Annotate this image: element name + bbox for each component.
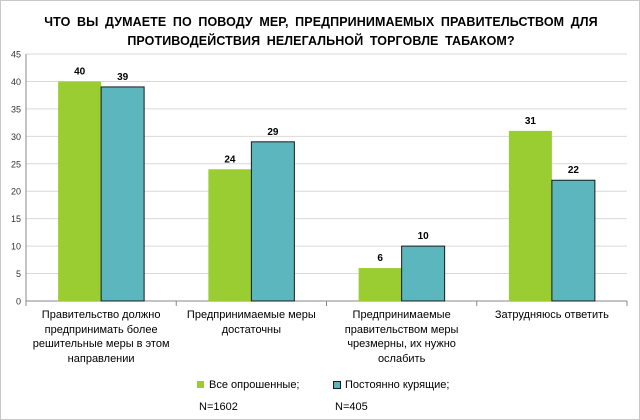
x-category-label-line: Предпринимаемые меры <box>186 309 316 321</box>
legend-label-line: N=1602 <box>199 401 238 413</box>
bar <box>508 130 552 301</box>
y-tick-label: 10 <box>11 242 21 252</box>
bar <box>100 86 145 302</box>
y-tick-label: 40 <box>11 77 21 87</box>
x-category-label-line: предпринимать более <box>44 323 158 336</box>
data-label: 6 <box>377 253 383 264</box>
y-tick-label: 20 <box>11 187 21 197</box>
bar <box>208 169 252 301</box>
x-category-label: Предпринимаемые правительством меры чрезме… <box>326 308 478 366</box>
x-category-label-line: чрезмерны, их нужно <box>347 338 456 350</box>
y-tick-label: 35 <box>11 104 21 114</box>
bar <box>551 179 596 302</box>
data-label: 31 <box>525 116 537 127</box>
x-category-label-line: решительные меры в этом <box>32 338 170 350</box>
legend-label-line: Все опрошенные; <box>209 379 300 391</box>
x-category-label: Правительство должно предпринимать более р… <box>25 308 177 366</box>
bar <box>401 245 446 302</box>
y-tick-label: 30 <box>11 132 21 142</box>
y-tick-label: 5 <box>16 269 21 279</box>
x-category-label-line: Предпринимаемые <box>352 309 451 321</box>
x-category-label-line: направлении <box>67 352 135 365</box>
data-label: 10 <box>418 231 430 242</box>
data-label: 24 <box>224 154 236 165</box>
chart-legend: Все опрошенные; N=1602 Постоянно курящие; N… <box>197 377 457 417</box>
data-label: 39 <box>117 72 129 83</box>
y-tick-label: 25 <box>11 159 21 169</box>
y-tick-label: 15 <box>11 214 21 224</box>
x-category-label-line: достаточны <box>221 323 282 336</box>
legend-label: Постоянно курящие; N=405 <box>335 377 450 415</box>
data-label: 40 <box>74 66 86 77</box>
x-category-label-line: Правительство должно <box>41 309 161 321</box>
x-category-label: Предпринимаемые меры достаточны <box>175 308 327 337</box>
x-category-label-line: ослабить <box>377 352 426 365</box>
legend-label-line: Постоянно курящие; <box>345 379 450 391</box>
bar <box>358 268 402 301</box>
legend-swatch <box>333 381 341 389</box>
legend-label: Все опрошенные; N=1602 <box>199 377 300 415</box>
y-tick-label: 45 <box>11 50 21 60</box>
chart-title: ЧТО ВЫ ДУМАЕТЕ ПО ПОВОДУ МЕР, ПРЕДПРИНИМ… <box>44 15 598 48</box>
x-category-label: Затрудняюсь ответить <box>476 308 628 323</box>
bar <box>58 81 102 301</box>
bar <box>250 141 295 302</box>
y-tick-label: 0 <box>16 297 21 307</box>
x-category-label-line: Затрудняюсь ответить <box>494 309 609 321</box>
legend-swatch <box>197 381 204 388</box>
legend-label-line: N=405 <box>335 401 368 413</box>
data-label: 29 <box>267 127 279 138</box>
x-category-label-line: правительством меры <box>344 323 459 336</box>
data-label: 22 <box>568 165 580 176</box>
